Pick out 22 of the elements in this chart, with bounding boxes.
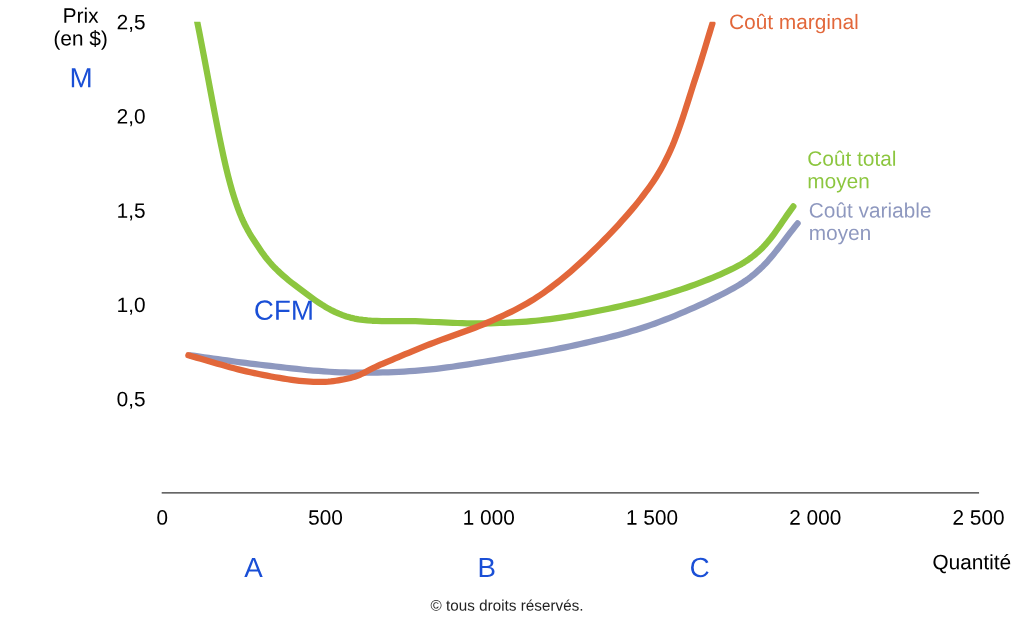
x-tick-label: 0 [157,510,168,525]
series-label: Coût marginal [730,13,858,34]
series-label: Coût variable moyen [809,202,931,245]
y-tick-label: 0,5 [117,391,145,409]
y-tick-label: 2,5 [117,14,145,32]
y-axis-title: Prix (en $) [54,7,107,50]
y-tick-label: 1,0 [118,297,145,315]
text: A [244,557,263,578]
y-tick-label: 2,0 [117,108,145,127]
annotation: CFM [255,300,312,321]
x-tick-label: 1 500 [627,510,678,525]
text: © tous droits réservés. [430,599,583,611]
x-tick-label: 500 [308,510,343,525]
x-tick-label: 1 000 [464,510,514,525]
x-tick-label: 2 000 [790,510,841,525]
y-tick-label: 1,5 [118,203,145,221]
text: M [71,68,91,88]
text: C [691,557,709,578]
text: B [479,557,495,578]
series-label: Coût total moyen [808,150,896,193]
x-tick-label: 2 500 [953,510,1004,525]
x-axis-title: Quantité [933,553,1011,574]
